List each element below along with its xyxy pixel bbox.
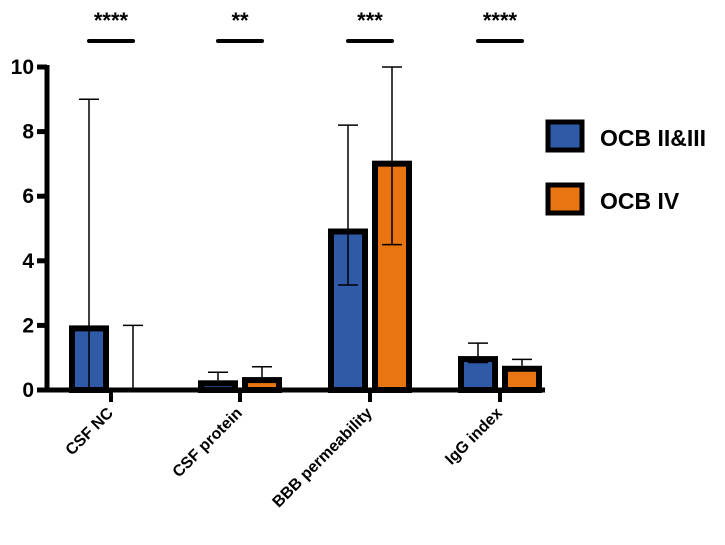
x-tick-label: BBB permeability — [269, 405, 375, 511]
significance-label: **** — [94, 8, 129, 33]
legend-label: OCB II&III — [600, 125, 706, 151]
y-tick-label: 8 — [22, 121, 34, 144]
y-tick-label: 10 — [11, 56, 34, 79]
bar-ocb-iv — [502, 365, 542, 393]
significance-label: *** — [357, 8, 383, 33]
y-tick-label: 2 — [22, 314, 34, 337]
x-tick-label: CSF NC — [63, 404, 117, 458]
legend-label: OCB IV — [600, 188, 680, 214]
x-tick-label: CSF protein — [170, 405, 246, 481]
significance-label: ** — [231, 8, 249, 33]
y-tick-label: 0 — [22, 379, 34, 402]
x-tick-label: IgG index — [442, 405, 506, 469]
legend-swatch — [545, 182, 585, 216]
bar-ocb-ii-iii — [458, 356, 498, 393]
legend-swatch — [545, 119, 585, 153]
y-tick-label: 6 — [22, 185, 34, 208]
significance-label: **** — [483, 8, 518, 33]
y-tick-label: 4 — [22, 250, 34, 273]
